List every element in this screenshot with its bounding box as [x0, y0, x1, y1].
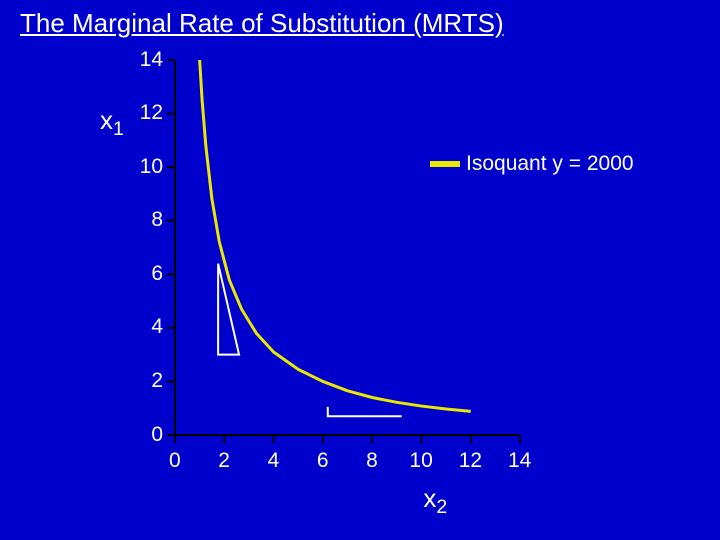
y-axis-label: x1: [100, 105, 124, 141]
x-axis-label: x2: [423, 483, 447, 519]
y-tick-label: 10: [140, 155, 163, 179]
y-tick-label: 8: [151, 208, 163, 232]
x-tick-label: 12: [459, 449, 482, 473]
x-axis-label-text: x: [423, 483, 436, 513]
x-tick-label: 6: [317, 449, 329, 473]
x-tick-label: 10: [409, 449, 432, 473]
y-tick-label: 4: [151, 315, 163, 339]
y-tick-label: 0: [151, 423, 163, 447]
slide-title: The Marginal Rate of Substitution (MRTS): [20, 8, 504, 39]
legend-swatch: [430, 161, 460, 167]
x-tick-label: 2: [218, 449, 230, 473]
legend: Isoquant y = 2000: [430, 152, 634, 176]
legend-label: Isoquant y = 2000: [466, 152, 634, 176]
x-tick-label: 0: [169, 449, 181, 473]
x-axis-label-sub: 2: [436, 496, 447, 518]
y-axis-label-sub: 1: [113, 118, 124, 140]
y-tick-label: 12: [140, 101, 163, 125]
chart-plot: [165, 50, 570, 485]
y-tick-label: 6: [151, 262, 163, 286]
y-tick-label: 14: [140, 48, 163, 72]
x-tick-label: 14: [508, 449, 531, 473]
y-axis-label-text: x: [100, 105, 113, 135]
x-tick-label: 8: [366, 449, 378, 473]
x-tick-label: 4: [268, 449, 280, 473]
y-tick-label: 2: [151, 369, 163, 393]
